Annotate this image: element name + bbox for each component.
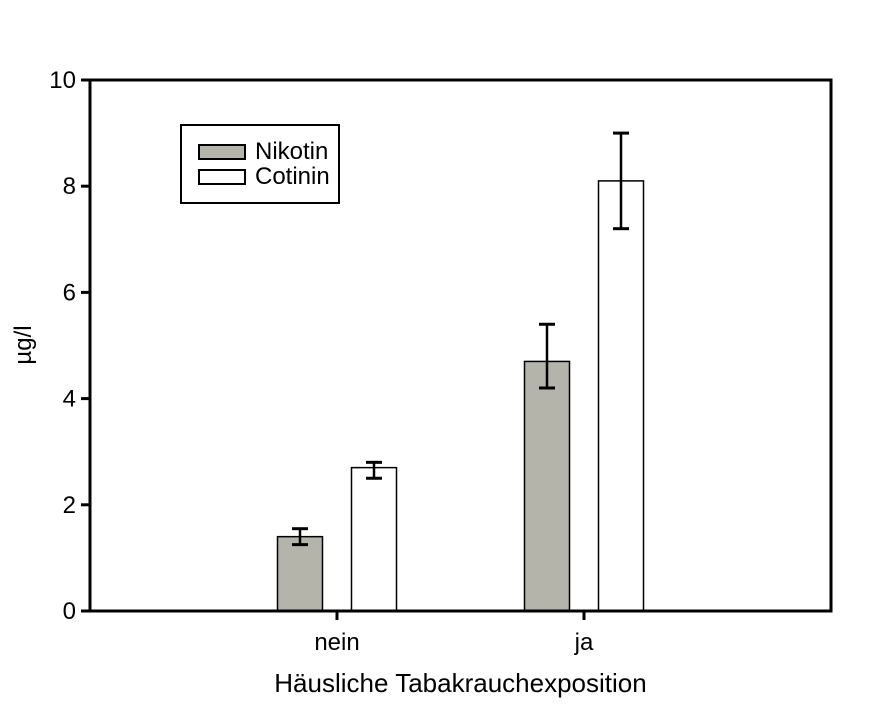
- legend-item-cotinin: Cotinin: [198, 163, 330, 190]
- bar-nikotin-ja: [523, 360, 571, 612]
- legend-swatch-cotinin: [198, 169, 246, 185]
- y-axis-title: µg/l: [10, 325, 37, 365]
- y-tick-label: 2: [63, 492, 76, 519]
- bar-nikotin-nein: [276, 535, 324, 612]
- y-tick-label: 8: [63, 173, 76, 200]
- legend-label-nikotin: Nikotin: [255, 138, 329, 165]
- bar-cotinin-nein: [350, 466, 398, 612]
- x-tick-label: nein: [314, 629, 359, 656]
- x-tick-label: ja: [574, 629, 594, 656]
- y-tick-label: 4: [63, 386, 76, 413]
- plot-frame: [88, 78, 833, 613]
- legend-label-cotinin: Cotinin: [255, 163, 330, 190]
- y-tick-label: 6: [63, 279, 76, 306]
- y-tick-label: 0: [63, 598, 76, 625]
- y-tick-label: 10: [49, 67, 76, 94]
- x-axis-title: Häusliche Tabakrauchexposition: [274, 668, 647, 698]
- legend-item-nikotin: Nikotin: [198, 138, 329, 165]
- legend-swatch-nikotin: [198, 144, 246, 160]
- legend: Nikotin Cotinin: [180, 124, 340, 204]
- bar-cotinin-ja: [597, 180, 645, 612]
